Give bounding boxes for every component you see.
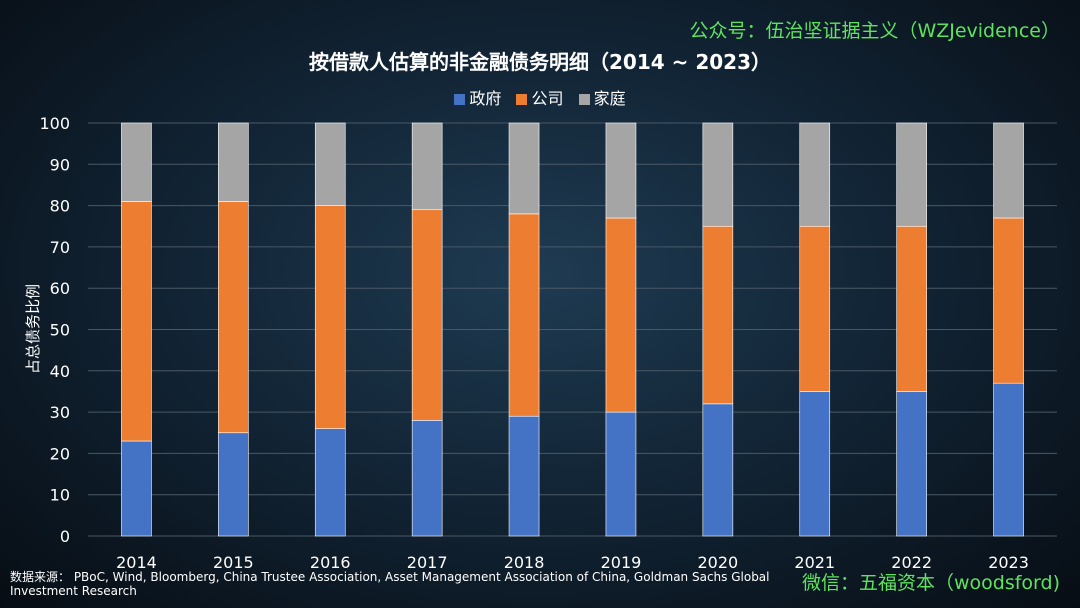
bar-household-2019 (605, 122, 637, 219)
y-axis-label: 占总债务比例 (24, 284, 42, 374)
bar-household-2020 (702, 122, 734, 227)
legend-item-government: 政府 (454, 85, 501, 109)
legend-swatch-household (578, 94, 590, 105)
grid-lines (88, 122, 1057, 537)
y-tick-label: 70 (50, 238, 70, 257)
watermark-top: 公众号：伍治坚证据主义（WZJevidence） (689, 20, 1060, 42)
bar-household-2017 (411, 122, 443, 211)
bar-corporate-2022 (896, 225, 927, 392)
x-tick-label: 2021 (794, 553, 835, 572)
y-tick-label: 90 (50, 155, 70, 174)
y-tick-label: 50 (50, 321, 70, 340)
bar-corporate-2017 (411, 209, 443, 421)
x-tick-label: 2018 (504, 553, 545, 572)
legend-label-household: 家庭 (593, 89, 626, 108)
bar-corporate-2019 (605, 217, 637, 413)
x-tick-label: 2014 (116, 553, 157, 572)
bar-government-2020 (702, 403, 734, 537)
legend-label-corporate: 公司 (531, 89, 564, 108)
legend-swatch-government (454, 94, 466, 105)
legend-swatch-corporate (516, 94, 528, 105)
bar-corporate-2016 (314, 205, 346, 429)
x-tick-label: 2020 (697, 553, 738, 572)
bar-government-2015 (218, 432, 249, 537)
bar-government-2023 (993, 382, 1024, 537)
bar-corporate-2021 (799, 225, 831, 392)
x-tick-label: 2023 (988, 553, 1029, 572)
y-tick-label: 40 (50, 362, 70, 381)
y-tick-label: 20 (50, 444, 70, 463)
x-tick-label: 2019 (601, 553, 642, 572)
x-tick-labels: 2014 2015 2016 2017 2018 2019 2020 2021 2022 2023 (116, 553, 1029, 572)
bar-government-2021 (799, 391, 831, 537)
watermark-bottom: 微信：五福资本（woodsford) (801, 572, 1060, 594)
bar-government-2014 (121, 440, 152, 537)
y-tick-label: 100 (39, 114, 70, 133)
bar-household-2016 (314, 122, 346, 206)
bar-household-2018 (508, 122, 540, 215)
source-note: 数据来源： PBoC, Wind, Bloomberg, China Trust… (10, 570, 770, 598)
y-tick-label: 60 (50, 279, 70, 298)
y-tick-label: 80 (50, 197, 70, 216)
bar-household-2014 (121, 122, 152, 202)
bar-government-2018 (508, 415, 540, 537)
x-tick-label: 2022 (891, 553, 932, 572)
legend-label-government: 政府 (469, 89, 502, 108)
bar-household-2022 (896, 122, 927, 227)
bar-government-2019 (605, 411, 637, 537)
legend-item-corporate: 公司 (516, 85, 564, 109)
bar-government-2017 (411, 420, 443, 537)
bar-corporate-2014 (121, 201, 152, 442)
bar-household-2021 (799, 122, 831, 227)
legend-item-household: 家庭 (578, 85, 626, 109)
bar-government-2016 (314, 428, 346, 537)
bar-corporate-2023 (993, 217, 1024, 384)
chart-title: 按借款人估算的非金融债务明细（2014 ~ 2023） (308, 50, 771, 74)
bar-household-2023 (993, 122, 1024, 219)
bar-corporate-2020 (702, 225, 734, 405)
x-tick-label: 2016 (310, 553, 351, 572)
y-tick-label: 30 (50, 403, 70, 422)
y-tick-label: 10 (50, 486, 70, 505)
x-tick-label: 2017 (407, 553, 448, 572)
y-tick-label: 0 (60, 527, 70, 546)
x-tick-label: 2015 (213, 553, 254, 572)
bar-household-2015 (218, 122, 249, 202)
bar-government-2022 (896, 391, 927, 537)
y-tick-labels: 0 10 20 30 40 50 60 70 80 90 100 (39, 114, 70, 546)
bars (121, 122, 1024, 537)
bar-corporate-2015 (218, 201, 249, 434)
bar-corporate-2018 (508, 213, 540, 417)
chart-legend: 政府 公司 家庭 (0, 85, 1080, 109)
